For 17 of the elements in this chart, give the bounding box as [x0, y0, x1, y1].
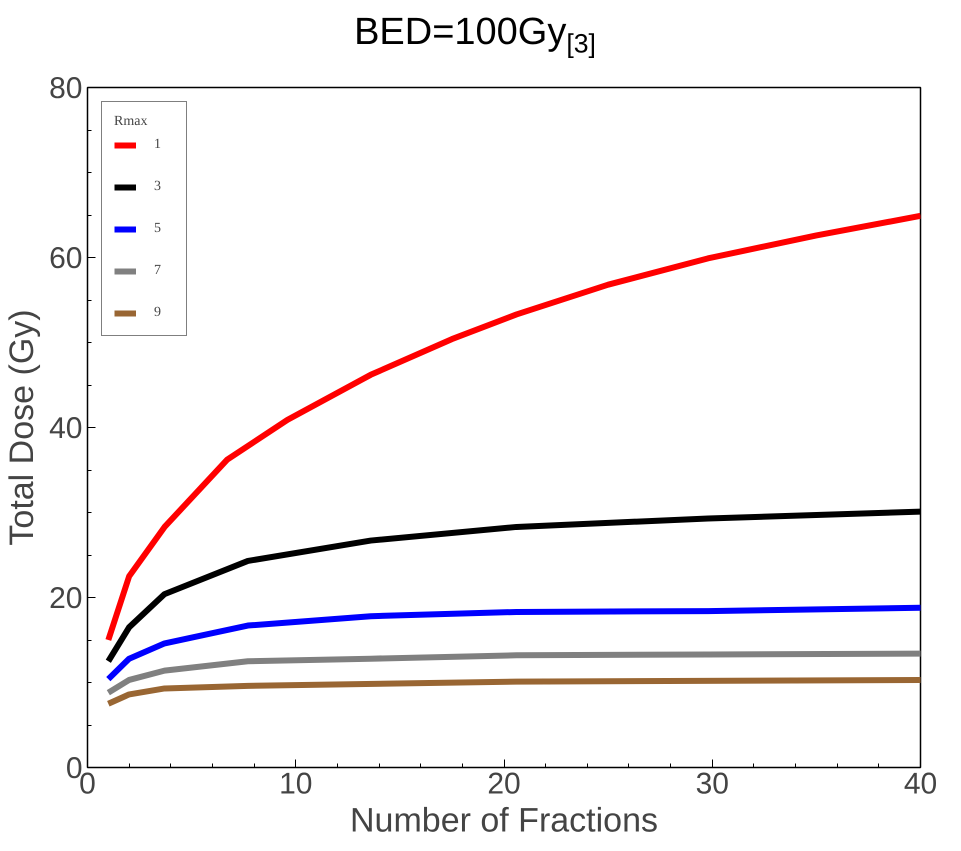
x-tick-label: 40 [904, 768, 938, 800]
y-tick-label: 20 [49, 582, 83, 615]
legend-label: 5 [154, 221, 162, 237]
x-tick-label: 10 [279, 768, 312, 800]
legend-title: Rmax [114, 114, 148, 130]
y-tick-label: 80 [49, 72, 83, 105]
x-tick-label: 30 [696, 768, 729, 800]
legend-label: 3 [154, 179, 162, 195]
chart-title: BED=100Gy$_{[3]}$ [353, 10, 597, 61]
y-tick-label: 40 [49, 412, 83, 445]
y-axis-title: Total Dose (Gy) [3, 309, 42, 546]
x-tick-label: 20 [487, 768, 521, 800]
legend-label: 1 [154, 137, 162, 153]
legend-label: 9 [154, 305, 162, 321]
legend-label: 7 [154, 263, 162, 279]
y-tick-label: 60 [49, 242, 83, 275]
x-axis-title: Number of Fractions [350, 802, 658, 840]
